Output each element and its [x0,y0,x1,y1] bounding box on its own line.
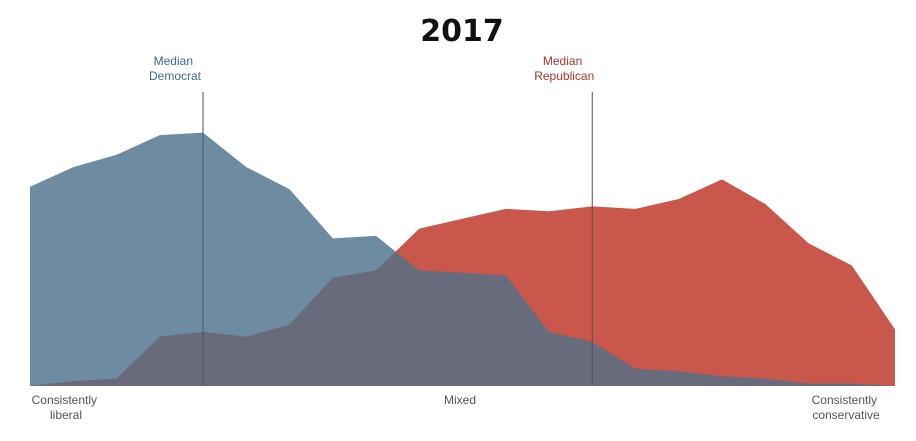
x-label-left-line1: Consistently [32,393,97,407]
democrat-area [30,132,895,386]
x-label-center: Mixed [444,393,476,407]
median-republican-label-line2: Republican [534,69,594,83]
median-republican-label-line1: Median [543,54,582,68]
median-democrat-label-line1: Median [154,54,193,68]
median-democrat-label: Median Democrat [149,54,202,83]
x-label-right: Consistently conservative [812,393,881,422]
median-republican-label: Median Republican [534,54,594,83]
x-label-right-line2: conservative [812,408,880,422]
x-label-right-line1: Consistently [812,393,877,407]
chart-title: 2017 [420,14,504,49]
x-label-left-line2: liberal [50,408,82,422]
median-democrat-label-line2: Democrat [149,69,202,83]
density-areas [30,132,895,386]
x-label-left: Consistently liberal [32,393,101,422]
